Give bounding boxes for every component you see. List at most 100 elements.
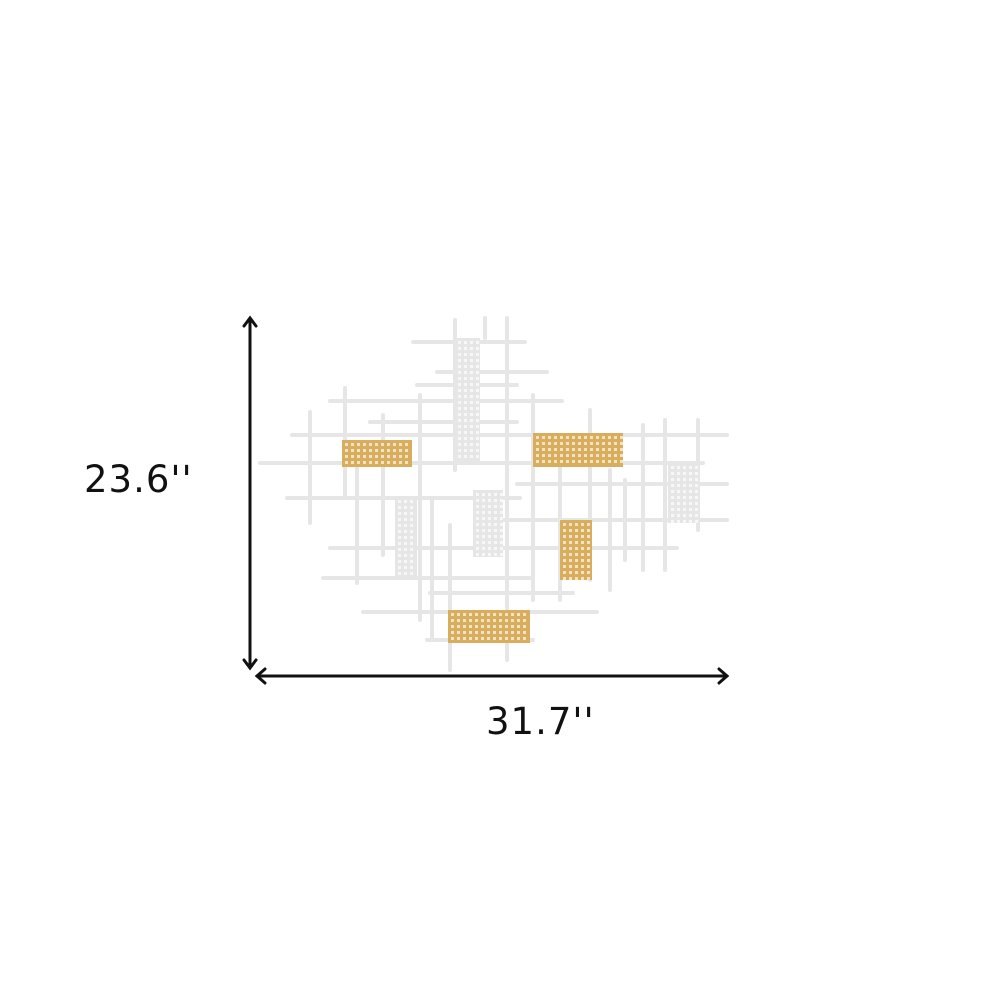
- mesh-cell: [457, 631, 460, 634]
- mesh-cell: [458, 449, 461, 452]
- mesh-cell: [482, 529, 485, 532]
- mesh-cell: [569, 559, 572, 562]
- mesh-cell: [493, 631, 496, 634]
- mesh-cell: [458, 419, 461, 422]
- mesh-cell: [548, 454, 551, 457]
- mesh-cell: [575, 559, 578, 562]
- mesh-cell: [581, 571, 584, 574]
- mesh-cell: [581, 529, 584, 532]
- mesh-cell: [581, 553, 584, 556]
- mesh-cell: [470, 341, 473, 344]
- mesh-cell: [689, 478, 692, 481]
- mesh-cell: [476, 517, 479, 520]
- mesh-cell: [500, 541, 503, 544]
- mesh-cell: [563, 523, 566, 526]
- mesh-cell: [404, 554, 407, 557]
- mesh-cell: [475, 619, 478, 622]
- mesh-cell: [602, 460, 605, 463]
- mesh-cell: [399, 443, 402, 446]
- mesh-cell: [470, 371, 473, 374]
- mesh-cell: [464, 377, 467, 380]
- mesh-cell: [375, 443, 378, 446]
- mesh-cell: [487, 631, 490, 634]
- mesh-cell: [398, 560, 401, 563]
- mesh-cell: [398, 554, 401, 557]
- mesh-cell: [405, 461, 408, 464]
- mesh-cell: [469, 631, 472, 634]
- mesh-cell: [464, 395, 467, 398]
- mesh-cell: [689, 490, 692, 493]
- mesh-cell: [689, 466, 692, 469]
- mesh-cell: [464, 389, 467, 392]
- mesh-cell: [458, 455, 461, 458]
- mesh-cell: [620, 448, 623, 451]
- mesh-cell: [476, 395, 479, 398]
- mesh-cell: [587, 553, 590, 556]
- mesh-cell: [404, 512, 407, 515]
- mesh-cell: [387, 449, 390, 452]
- mesh-cell: [569, 547, 572, 550]
- height-dimension-label: 23.6'': [84, 458, 193, 501]
- mesh-cell: [482, 541, 485, 544]
- mesh-cell: [493, 619, 496, 622]
- mesh-cell: [536, 448, 539, 451]
- mesh-cell: [494, 547, 497, 550]
- mesh-cell: [464, 419, 467, 422]
- mesh-cell: [590, 442, 593, 445]
- mesh-cell: [590, 460, 593, 463]
- mesh-cell: [363, 461, 366, 464]
- mesh-cell: [499, 637, 502, 640]
- mesh-cell: [458, 407, 461, 410]
- mesh-cell: [487, 637, 490, 640]
- mesh-cell: [569, 577, 572, 580]
- mesh-cell: [620, 442, 623, 445]
- mesh-cell: [363, 455, 366, 458]
- mesh-cell: [500, 535, 503, 538]
- mesh-cell: [677, 466, 680, 469]
- mesh-cell: [572, 436, 575, 439]
- mesh-cell: [470, 413, 473, 416]
- mesh-cell: [345, 443, 348, 446]
- width-arrow: [254, 667, 730, 685]
- mesh-cell: [554, 460, 557, 463]
- mesh-cell: [451, 625, 454, 628]
- mesh-cell: [463, 631, 466, 634]
- mesh-cell: [563, 535, 566, 538]
- mesh-cell: [548, 436, 551, 439]
- mesh-cell: [398, 572, 401, 575]
- mesh-cell: [476, 341, 479, 344]
- mesh-cell: [695, 478, 698, 481]
- mesh-cell: [689, 496, 692, 499]
- mesh-cell: [569, 553, 572, 556]
- mesh-cell: [500, 493, 503, 496]
- mesh-cell: [511, 619, 514, 622]
- mesh-cell: [671, 496, 674, 499]
- mesh-cell: [398, 518, 401, 521]
- mesh-cell: [548, 460, 551, 463]
- mesh-cell: [369, 443, 372, 446]
- mesh-cell: [405, 449, 408, 452]
- mesh-cell: [554, 436, 557, 439]
- mesh-cell: [596, 454, 599, 457]
- mesh-cell: [464, 383, 467, 386]
- mesh-cell: [404, 536, 407, 539]
- mesh-cell: [470, 389, 473, 392]
- mesh-cell: [517, 631, 520, 634]
- mesh-cell: [587, 535, 590, 538]
- mesh-cell: [399, 455, 402, 458]
- mesh-cell: [469, 619, 472, 622]
- mesh-cell: [458, 389, 461, 392]
- white-mesh-panel: [455, 338, 480, 463]
- mesh-cell: [482, 511, 485, 514]
- mesh-cell: [476, 511, 479, 514]
- mesh-cell: [671, 508, 674, 511]
- mesh-cell: [375, 455, 378, 458]
- mesh-cell: [387, 461, 390, 464]
- mesh-cell: [517, 619, 520, 622]
- mesh-cell: [505, 631, 508, 634]
- mesh-cell: [523, 625, 526, 628]
- mesh-cell: [476, 443, 479, 446]
- mesh-cell: [464, 443, 467, 446]
- mesh-cell: [476, 547, 479, 550]
- mesh-cell: [581, 523, 584, 526]
